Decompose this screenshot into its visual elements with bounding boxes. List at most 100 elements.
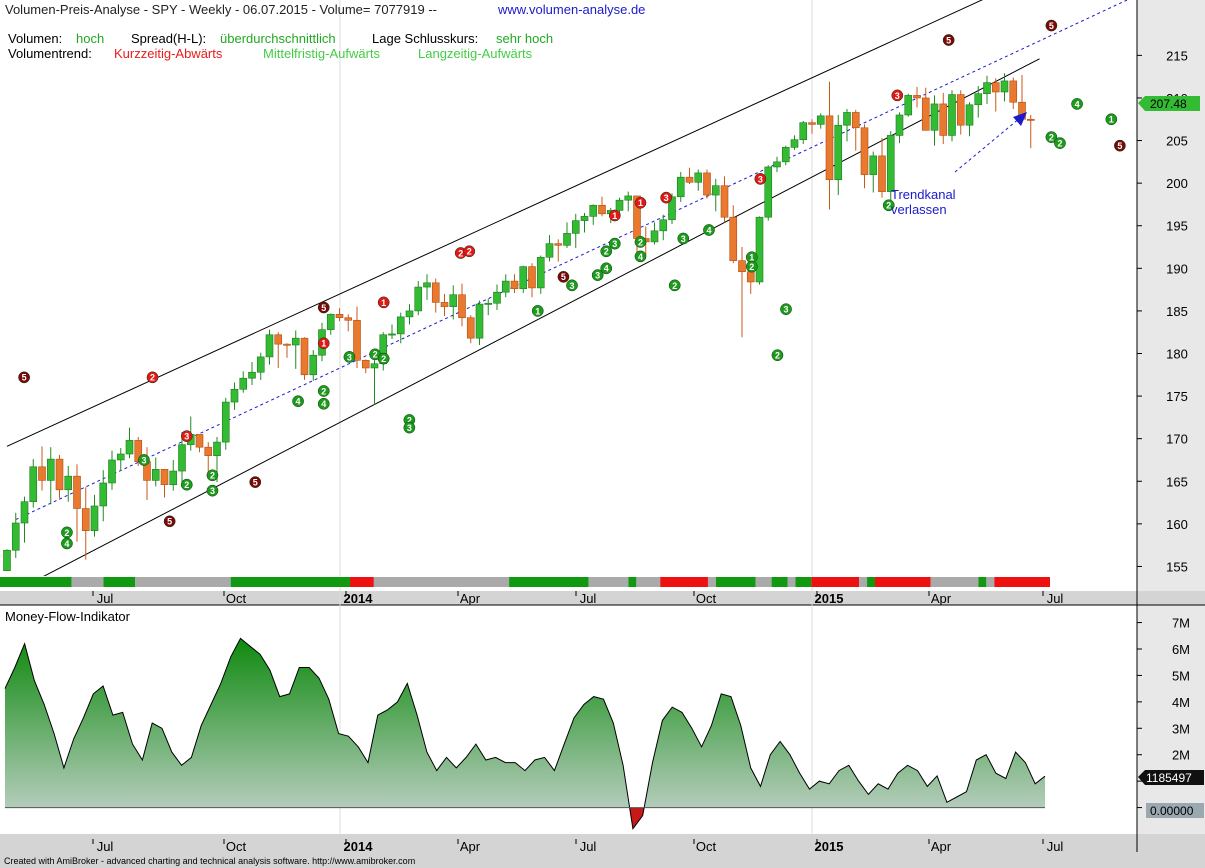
signal-marker-label: 2 [381, 354, 386, 364]
trend-bar-segment [636, 577, 661, 587]
signal-marker [317, 397, 330, 410]
price-axis: 155160165170175180185190195200205210215 [1137, 48, 1188, 574]
signal-marker-label: 5 [253, 478, 258, 488]
mfi-tick-label: 6M [1172, 642, 1190, 657]
signal-marker [317, 301, 330, 314]
signal-marker-label: 4 [706, 225, 711, 235]
candle-body [764, 166, 773, 218]
trend-bar-segment [994, 577, 1050, 587]
candle-body [659, 219, 668, 232]
date-label: 2014 [344, 839, 374, 854]
date-label: Oct [696, 839, 717, 854]
signal-marker-label: 2 [184, 480, 189, 490]
candle-body [99, 482, 108, 507]
candle-body [90, 505, 99, 531]
price-tick-label: 205 [1166, 134, 1188, 149]
signal-marker-label: 3 [595, 271, 600, 281]
candle-body [624, 195, 633, 201]
candle-body [431, 282, 440, 303]
footer-bg [0, 853, 1205, 868]
candle-body [580, 216, 589, 221]
date-label: Jul [97, 839, 114, 854]
candle-body [939, 103, 948, 136]
candle-body [29, 466, 38, 503]
signal-marker-label: 3 [758, 174, 763, 184]
trend-bar-segment [811, 577, 860, 587]
price-tick-label: 215 [1166, 48, 1188, 63]
annotation-arrow-head [1013, 112, 1027, 126]
trend-bar-segment [588, 577, 629, 587]
signal-marker [206, 469, 219, 482]
candle-body [160, 469, 169, 485]
signal-marker-label: 2 [749, 262, 754, 272]
candle-body [1026, 118, 1035, 121]
price-tick-label: 155 [1166, 559, 1188, 574]
website-link[interactable]: www.volumen-analyse.de [497, 2, 645, 17]
candle-body [449, 294, 458, 307]
candle-body [991, 82, 1000, 93]
date-label: Apr [460, 591, 481, 606]
signal-marker [1114, 139, 1126, 152]
candle-body [1000, 80, 1009, 93]
trend-bar-segment [509, 577, 589, 587]
trend-short: Kurzzeitig-Abwärts [114, 46, 223, 61]
candle-body [808, 122, 816, 125]
mfi-tick-label: 7M [1172, 616, 1190, 631]
date-label: Apr [460, 839, 481, 854]
candle-body [536, 256, 545, 289]
candle-body [11, 522, 20, 551]
signal-marker [634, 236, 647, 248]
signal-marker-label: 3 [184, 432, 189, 442]
date-label: 2014 [344, 591, 374, 606]
signal-marker [608, 209, 621, 222]
candle-body [956, 94, 965, 126]
candle-body [291, 337, 300, 346]
trend-bar-segment [795, 577, 812, 587]
signal-marker [377, 296, 390, 309]
candle-body [816, 115, 825, 125]
candle-body [799, 122, 808, 140]
date-axis-top-bg [0, 591, 1205, 605]
signal-marker-label: 3 [569, 281, 574, 291]
signal-marker-label: 2 [64, 528, 69, 538]
candle-body [3, 549, 11, 572]
date-axis-bottom-bg [0, 834, 1205, 854]
signal-marker [566, 279, 578, 292]
candle-body [913, 95, 921, 99]
candle-body [151, 469, 160, 481]
candle-body [746, 271, 755, 283]
chart-title: Volumen-Preis-Analyse - SPY - Weekly - 0… [5, 2, 437, 17]
candle-body [694, 172, 703, 183]
candle-body [685, 176, 694, 183]
candle-body [563, 233, 571, 246]
mfi-zero-value: 0.00000 [1150, 804, 1194, 818]
signal-marker [557, 270, 570, 283]
annotation-arrow-line [954, 117, 1021, 173]
signal-marker [703, 224, 715, 236]
signal-marker [463, 245, 476, 258]
trend-bar-segment [103, 577, 136, 587]
signal-marker [292, 395, 304, 408]
price-axis-bg [1137, 0, 1205, 592]
candle-body [405, 310, 414, 318]
trend-bar-segment [787, 577, 796, 587]
mfi-tick-label: 5M [1172, 668, 1190, 683]
candle-body [589, 204, 598, 217]
footer-credit: Created with AmiBroker - advanced charti… [4, 856, 415, 866]
candle-body [344, 317, 353, 321]
candle-body [974, 93, 983, 106]
candle-body [440, 302, 449, 307]
mfi-tick-label: 4M [1172, 695, 1190, 710]
candle-body [73, 475, 81, 509]
mfi-line [4, 637, 1046, 830]
signal-marker [146, 371, 159, 384]
money-flow-axis: 2M 3M 4M 5M 6M 7M [1137, 616, 1190, 809]
signal-marker-label: 3 [784, 305, 789, 315]
candle-body [598, 204, 606, 215]
volume-label: Volumen: [8, 31, 62, 46]
signal-marker [754, 173, 767, 185]
signal-marker-label: 3 [895, 91, 900, 101]
signal-marker-label: 3 [681, 234, 686, 244]
price-tick-label: 175 [1166, 389, 1188, 404]
signal-marker [660, 191, 673, 204]
